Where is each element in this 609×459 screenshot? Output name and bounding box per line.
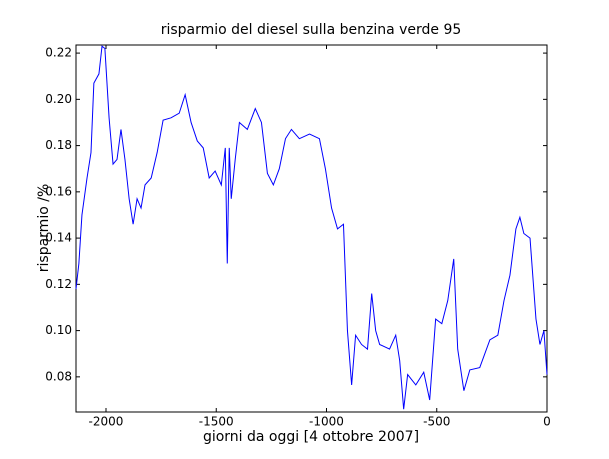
chart-title: risparmio del diesel sulla benzina verde… [161, 22, 462, 38]
y-tick-label: 0.14 [45, 231, 72, 245]
y-tick-label: 0.08 [45, 369, 72, 383]
x-tick-label: 0 [543, 415, 551, 429]
y-tick-label: 0.16 [45, 184, 72, 198]
plot-frame [75, 44, 548, 413]
x-tick-label: -1000 [309, 415, 344, 429]
y-tick-label: 0.22 [45, 46, 72, 60]
x-axis-label: giorni da oggi [4 ottobre 2007] [203, 429, 419, 445]
x-tick-label: -2000 [89, 415, 124, 429]
x-tick-label: -500 [423, 415, 450, 429]
x-tick-label: -1500 [199, 415, 234, 429]
y-axis-label: risparmio /% [36, 184, 52, 272]
y-tick-label: 0.12 [45, 277, 72, 291]
y-tick-label: 0.10 [45, 323, 72, 337]
y-tick-label: 0.20 [45, 92, 72, 106]
data-line [75, 45, 548, 410]
y-tick-label: 0.18 [45, 138, 72, 152]
